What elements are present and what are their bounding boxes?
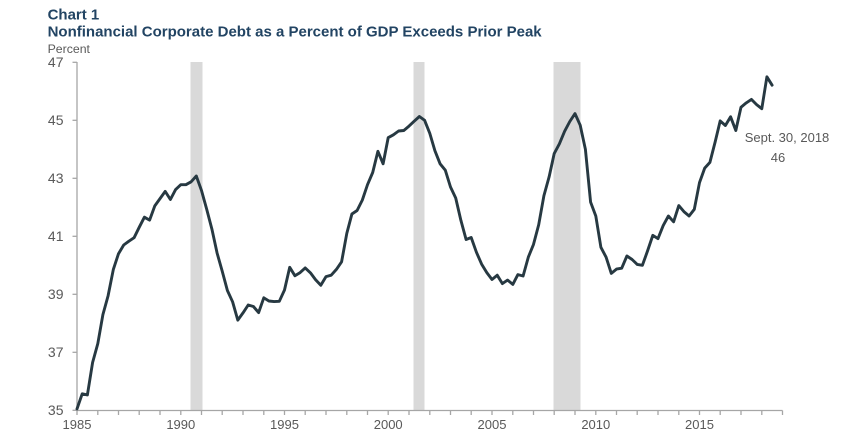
svg-text:1985: 1985 <box>63 417 92 432</box>
svg-text:2010: 2010 <box>581 417 610 432</box>
svg-text:43: 43 <box>48 170 64 186</box>
svg-text:Nonfinancial Corporate Debt as: Nonfinancial Corporate Debt as a Percent… <box>48 23 543 40</box>
svg-text:Sept. 30, 2018: Sept. 30, 2018 <box>745 130 830 145</box>
svg-text:37: 37 <box>48 344 64 360</box>
svg-text:1990: 1990 <box>166 417 195 432</box>
svg-text:2005: 2005 <box>478 417 507 432</box>
svg-text:46: 46 <box>771 150 785 165</box>
svg-text:Percent: Percent <box>48 42 91 56</box>
svg-text:Chart 1: Chart 1 <box>48 7 100 24</box>
svg-text:35: 35 <box>48 402 64 418</box>
svg-text:41: 41 <box>48 228 64 244</box>
svg-text:1995: 1995 <box>270 417 299 432</box>
svg-text:39: 39 <box>48 286 64 302</box>
svg-text:47: 47 <box>48 54 64 70</box>
svg-text:2000: 2000 <box>374 417 403 432</box>
svg-text:2015: 2015 <box>685 417 714 432</box>
svg-text:45: 45 <box>48 112 64 128</box>
